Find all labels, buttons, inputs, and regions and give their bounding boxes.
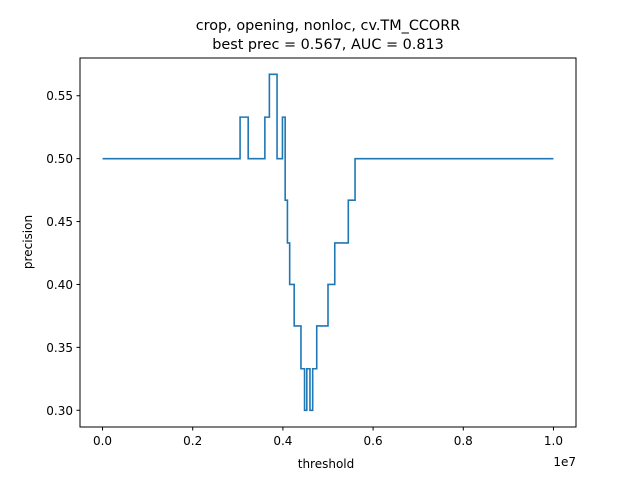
series-line-0 <box>102 73 554 412</box>
plot-frame <box>79 57 577 428</box>
series-layer <box>102 73 554 412</box>
y-axis-ticks: 0.30 0.35 0.40 0.45 0.50 0.55 <box>46 89 80 418</box>
x-tick-label: 0.2 <box>183 434 202 448</box>
x-axis-ticks: 0.0 0.2 0.4 0.6 0.8 1.0 <box>93 427 563 448</box>
y-tick-label: 0.50 <box>46 152 73 166</box>
y-tick-label: 0.55 <box>46 89 73 103</box>
y-tick-label: 0.40 <box>46 278 73 292</box>
x-tick-label: 0.0 <box>93 434 112 448</box>
x-tick-label: 0.6 <box>364 434 383 448</box>
x-tick-label: 1.0 <box>544 434 563 448</box>
y-tick-label: 0.45 <box>46 215 73 229</box>
y-tick-label: 0.30 <box>46 404 73 418</box>
y-tick-label: 0.35 <box>46 341 73 355</box>
y-axis-label: precision <box>21 215 35 269</box>
x-axis-offset-label: 1e7 <box>553 455 576 469</box>
x-tick-label: 0.8 <box>454 434 473 448</box>
chart-subtitle: best prec = 0.567, AUC = 0.813 <box>212 37 444 53</box>
chart-title: crop, opening, nonloc, cv.TM_CCORR <box>196 18 461 34</box>
x-axis-label: threshold <box>298 457 355 471</box>
x-tick-label: 0.4 <box>273 434 292 448</box>
